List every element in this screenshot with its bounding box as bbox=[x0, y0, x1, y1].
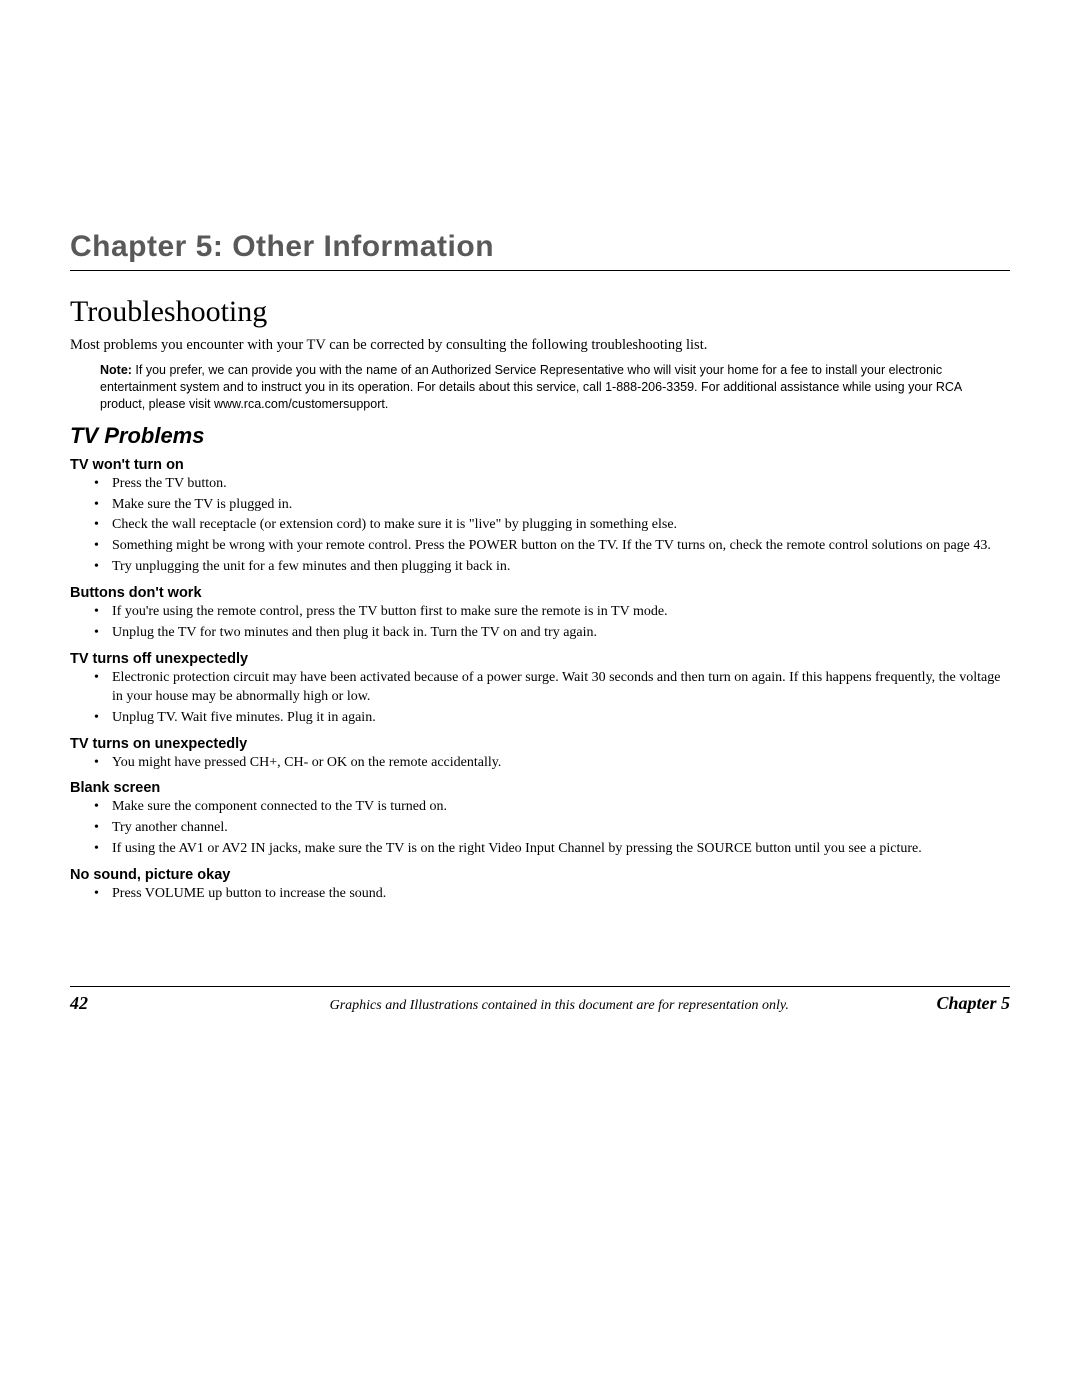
list-item: Press VOLUME up button to increase the s… bbox=[94, 885, 1010, 904]
list-item: Something might be wrong with your remot… bbox=[94, 537, 1010, 556]
problem-items: Electronic protection circuit may have b… bbox=[70, 669, 1010, 728]
footer-row: 42 Graphics and Illustrations contained … bbox=[70, 993, 1010, 1014]
problem-title: TV turns off unexpectedly bbox=[70, 651, 1010, 667]
problem-title: TV won't turn on bbox=[70, 457, 1010, 473]
problem-title: Buttons don't work bbox=[70, 585, 1010, 601]
footer-caption: Graphics and Illustrations contained in … bbox=[198, 998, 920, 1014]
problem-items: Make sure the component connected to the… bbox=[70, 798, 1010, 859]
note-label: Note: bbox=[100, 363, 132, 377]
chapter-title: Chapter 5: Other Information bbox=[70, 230, 1010, 271]
list-item: You might have pressed CH+, CH- or OK on… bbox=[94, 754, 1010, 773]
problem-items: Press VOLUME up button to increase the s… bbox=[70, 885, 1010, 904]
list-item: Unplug the TV for two minutes and then p… bbox=[94, 624, 1010, 643]
note-block: Note: If you prefer, we can provide you … bbox=[100, 362, 990, 413]
list-item: Make sure the TV is plugged in. bbox=[94, 496, 1010, 515]
list-item: If using the AV1 or AV2 IN jacks, make s… bbox=[94, 840, 1010, 859]
page-footer: 42 Graphics and Illustrations contained … bbox=[70, 986, 1010, 1014]
problem-items: Press the TV button. Make sure the TV is … bbox=[70, 475, 1010, 577]
problem-title: Blank screen bbox=[70, 780, 1010, 796]
section-title: Troubleshooting bbox=[70, 295, 1010, 329]
problems-container: TV won't turn on Press the TV button. Make… bbox=[70, 457, 1010, 904]
footer-chapter: Chapter 5 bbox=[936, 993, 1010, 1014]
subsection-title: TV Problems bbox=[70, 423, 1010, 449]
list-item: Unplug TV. Wait five minutes. Plug it in… bbox=[94, 709, 1010, 728]
list-item: Make sure the component connected to the… bbox=[94, 798, 1010, 817]
list-item: Try unplugging the unit for a few minute… bbox=[94, 558, 1010, 577]
page-number: 42 bbox=[70, 993, 88, 1014]
list-item: Try another channel. bbox=[94, 819, 1010, 838]
problem-items: You might have pressed CH+, CH- or OK on… bbox=[70, 754, 1010, 773]
problem-items: If you're using the remote control, pres… bbox=[70, 603, 1010, 643]
list-item: Check the wall receptacle (or extension … bbox=[94, 516, 1010, 535]
intro-paragraph: Most problems you encounter with your TV… bbox=[70, 337, 1010, 354]
list-item: Electronic protection circuit may have b… bbox=[94, 669, 1010, 707]
problem-title: No sound, picture okay bbox=[70, 867, 1010, 883]
problem-title: TV turns on unexpectedly bbox=[70, 736, 1010, 752]
footer-rule bbox=[70, 986, 1010, 987]
list-item: If you're using the remote control, pres… bbox=[94, 603, 1010, 622]
note-text: If you prefer, we can provide you with t… bbox=[100, 363, 962, 411]
list-item: Press the TV button. bbox=[94, 475, 1010, 494]
page: Chapter 5: Other Information Troubleshoo… bbox=[0, 0, 1080, 1397]
